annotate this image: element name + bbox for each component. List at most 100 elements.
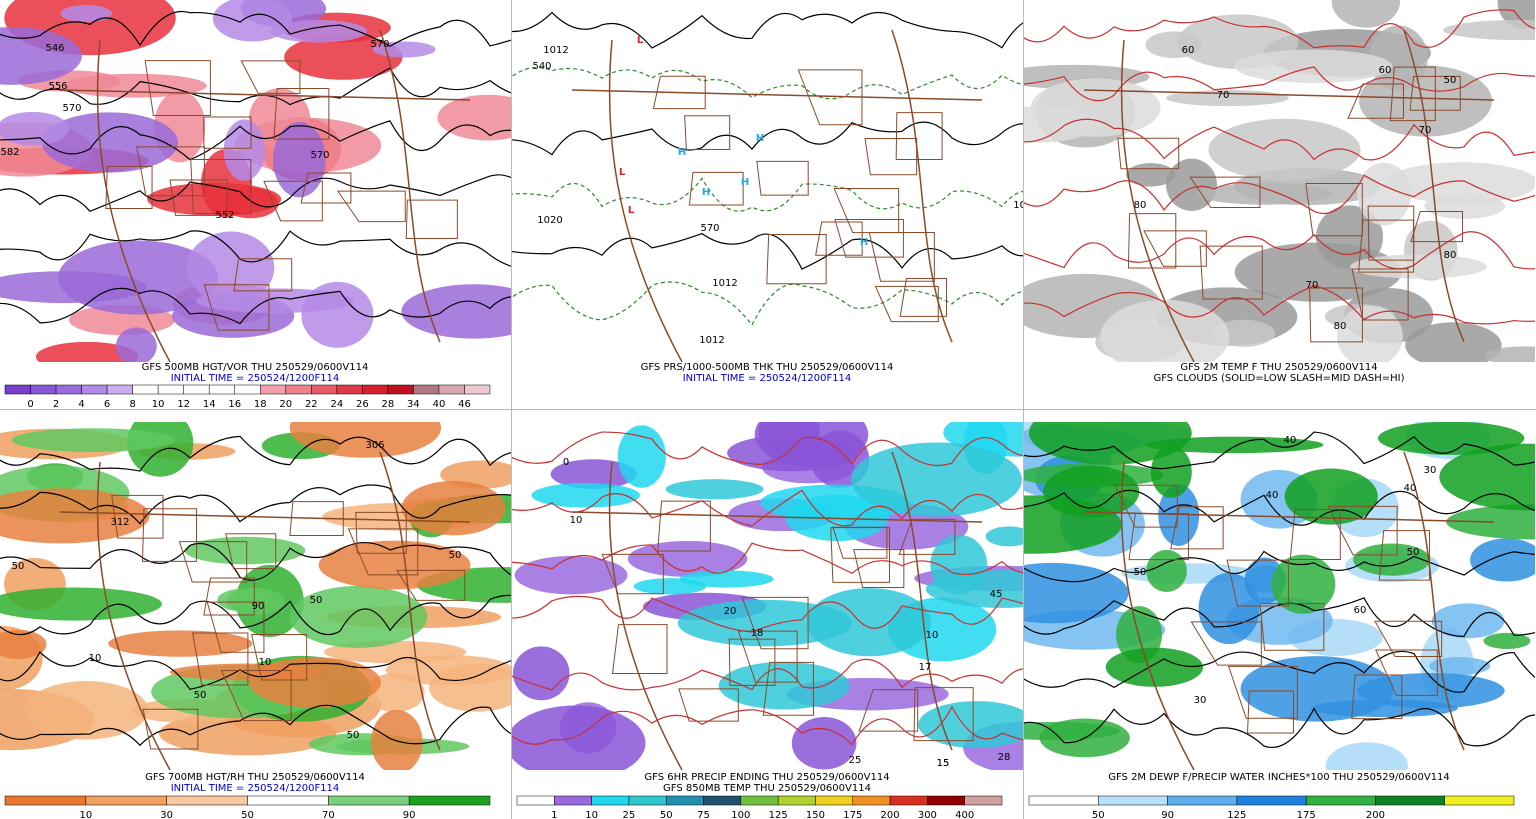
field-fill	[1405, 322, 1502, 362]
map-label: 1012	[543, 45, 568, 56]
state-border	[657, 500, 711, 552]
state-border	[913, 687, 974, 742]
field-fill	[550, 459, 637, 489]
colorbar-swatch	[234, 384, 261, 395]
colorbar-label: 175	[843, 810, 862, 819]
state-border	[336, 190, 406, 223]
field-fill	[512, 705, 646, 770]
map: 60 70 80 80 70 60 80 50 70	[1024, 0, 1535, 362]
contour	[0, 435, 511, 472]
contour	[1024, 118, 1535, 161]
colorbar-label: 50	[1092, 810, 1105, 819]
coastline	[59, 451, 471, 770]
map-label: 1020	[537, 215, 562, 226]
state-border	[678, 688, 739, 722]
field-fill	[115, 327, 157, 362]
state-border	[1143, 230, 1207, 267]
contour	[1024, 650, 1535, 693]
colorbar-swatch	[927, 795, 965, 806]
field-fill	[1325, 742, 1408, 770]
colorbar-label: 0	[27, 399, 33, 410]
state-border	[1389, 66, 1436, 122]
colorbar-label: 1	[551, 810, 557, 819]
caption: GFS CLOUDS (SOLID=LOW SLASH=MID DASH=HI)	[1153, 373, 1404, 384]
contour	[1024, 707, 1535, 748]
state-border	[225, 533, 277, 570]
map-label: 30	[1424, 465, 1437, 476]
field-fill	[1429, 657, 1491, 676]
state-border	[858, 689, 919, 732]
colorbar-label: 90	[403, 810, 416, 819]
colorbar-label: 175	[1297, 810, 1316, 819]
contour	[0, 120, 511, 161]
state-border	[1375, 649, 1438, 696]
contour	[512, 489, 1023, 527]
contour	[1024, 9, 1535, 49]
contour	[512, 705, 1023, 746]
colorbar-label: 90	[1161, 810, 1174, 819]
map-label: L	[637, 35, 644, 46]
map-label: H	[756, 133, 764, 144]
state-border	[756, 160, 809, 196]
contour	[1024, 550, 1535, 583]
map-label: 10	[570, 515, 583, 526]
contour	[512, 177, 1023, 212]
state-border	[1289, 508, 1341, 560]
state-border	[405, 199, 458, 240]
map-label: L	[619, 167, 626, 178]
state-border	[1378, 530, 1431, 581]
contour	[0, 651, 511, 690]
map-label: 556	[48, 81, 67, 92]
field-fill	[60, 4, 112, 23]
field-fill	[1284, 468, 1378, 525]
caption: GFS 700MB HGT/RH THU 250529/0600V114	[145, 772, 365, 783]
field-fill	[370, 709, 423, 770]
colorbar-swatch	[208, 384, 235, 395]
field-fill	[1024, 721, 1120, 741]
state-border	[250, 634, 308, 681]
state-border	[1409, 75, 1461, 111]
colorbar-label: 12	[177, 399, 190, 410]
state-border	[273, 87, 330, 140]
contour	[0, 67, 511, 106]
colorbar-swatch	[964, 795, 1003, 806]
state-border	[895, 112, 943, 161]
colorbar-swatch	[328, 795, 410, 806]
field-fill	[226, 587, 285, 615]
field-fill	[1331, 0, 1401, 28]
field-fill	[318, 540, 471, 590]
state-border	[797, 69, 863, 126]
field-fill	[284, 34, 403, 80]
map-label: H	[702, 187, 710, 198]
panel: 60 70 80 80 70 60 80 50 70 GFS 2M TEMP F THU 2505…	[1024, 0, 1535, 384]
colorbar-swatch	[311, 384, 338, 395]
colorbar-swatch	[157, 384, 184, 395]
field-fill	[1484, 346, 1535, 362]
field-fill	[0, 111, 69, 146]
colorbar-label: 16	[228, 399, 241, 410]
colorbar-label: 25	[623, 810, 636, 819]
field-fill	[1166, 158, 1218, 211]
colorbar-swatch	[132, 384, 159, 395]
field-fill	[62, 73, 207, 98]
colorbar-swatch	[1098, 795, 1168, 806]
colorbar-swatch	[554, 795, 592, 806]
caption: INITIAL TIME = 250524/1200F114	[171, 373, 340, 384]
map-label: 80	[1444, 250, 1457, 261]
field-fill	[1311, 699, 1459, 718]
field-fill	[617, 425, 666, 488]
state-border	[1327, 505, 1398, 556]
colorbar-swatch	[285, 384, 312, 395]
field-fill	[1024, 495, 1122, 554]
contour	[1024, 431, 1535, 470]
colorbar-swatch	[106, 384, 133, 395]
map-label: 50	[194, 690, 207, 701]
state-border	[203, 577, 255, 616]
colorbar-swatch	[889, 795, 928, 806]
map-label: 570	[310, 150, 329, 161]
state-border	[741, 596, 809, 650]
colorbar-label: 46	[458, 399, 471, 410]
field-fill	[429, 663, 511, 712]
field-fill	[108, 630, 253, 657]
colorbar-swatch	[1375, 795, 1445, 806]
